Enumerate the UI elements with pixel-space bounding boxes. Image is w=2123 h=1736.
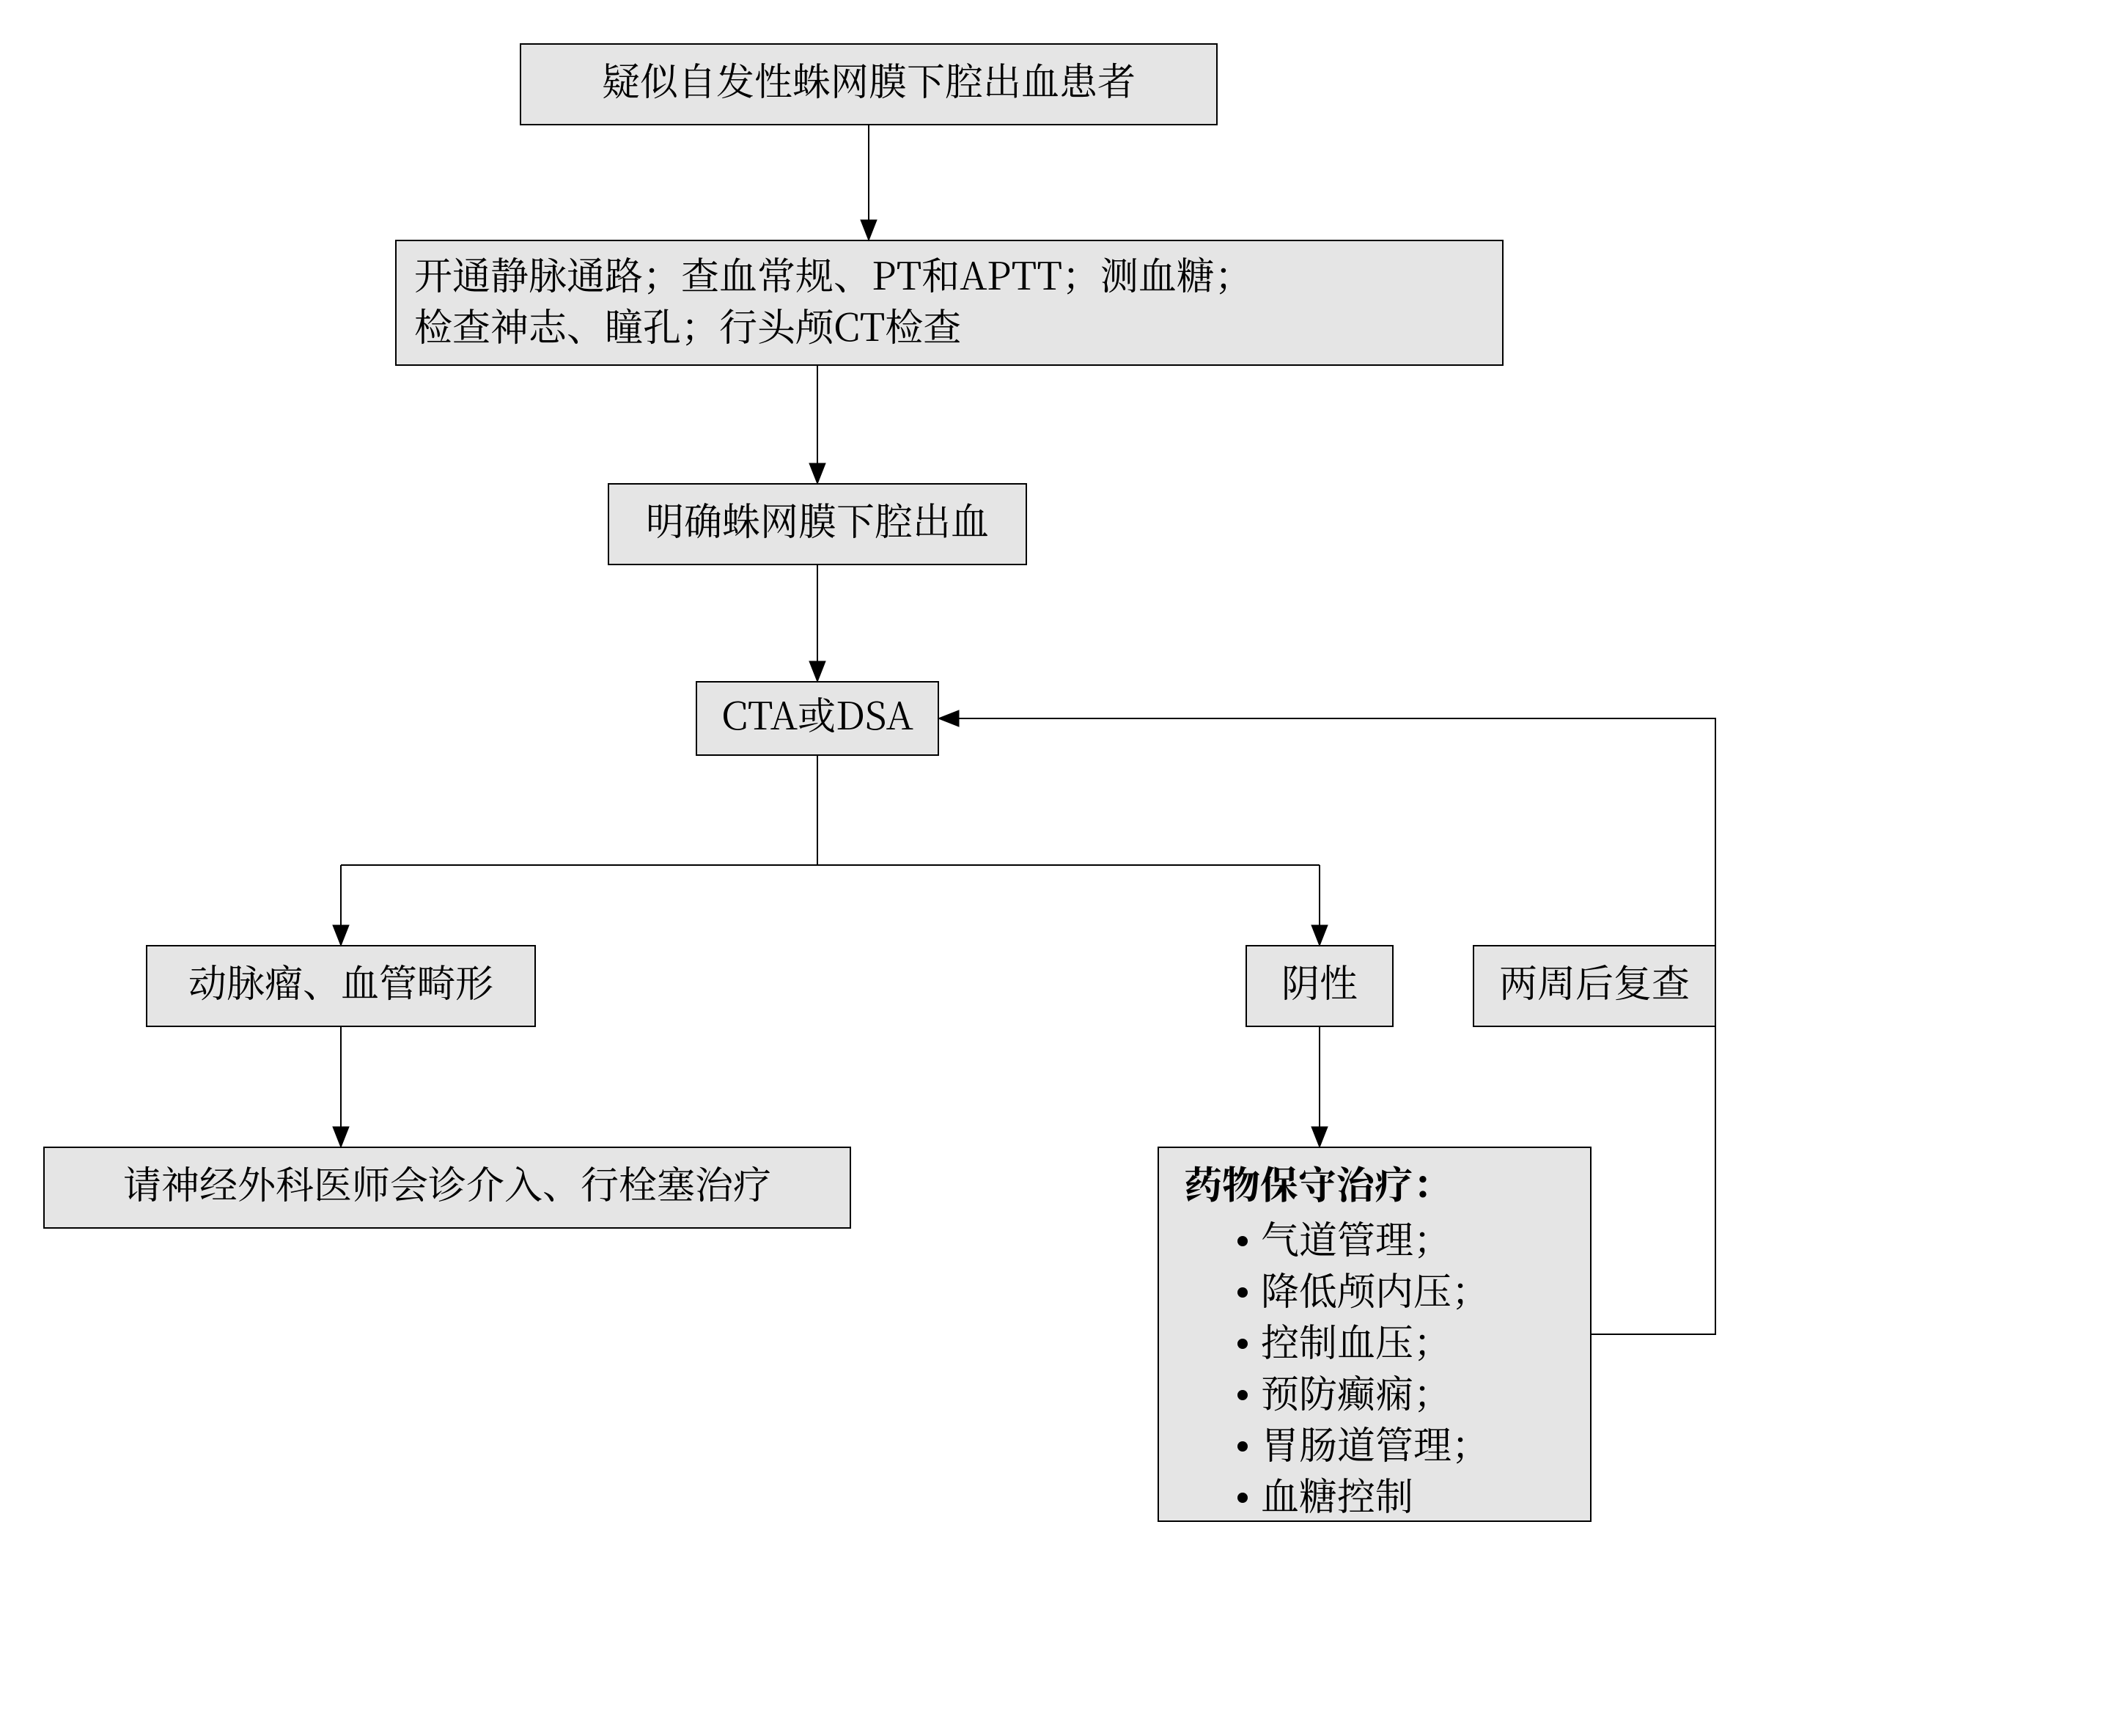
bullet-row: 胃肠道管理；: [1237, 1415, 1490, 1470]
edge-n2-n3: [809, 365, 825, 484]
bullet-text: 控制血压；: [1261, 1312, 1451, 1367]
bullet-dot: [1237, 1339, 1248, 1349]
node-text: CTA或DSA: [721, 685, 913, 740]
edge-n3-n4: [809, 564, 825, 682]
node-text: 请神经外科医师会诊介入、行栓塞治疗: [123, 1155, 771, 1210]
node-text: 疑似自发性蛛网膜下腔出血患者: [602, 51, 1136, 106]
node-recheck-2weeks: 两周后复查: [1473, 946, 1715, 1026]
edge-to-aneurysm: [333, 865, 349, 946]
bullet-row: 预防癫痫；: [1237, 1364, 1451, 1419]
node-text: 明确蛛网膜下腔出血: [646, 491, 989, 546]
node-cta-dsa: CTA或DSA: [696, 682, 938, 755]
node-neurosurgery-embolization: 请神经外科医师会诊介入、行栓塞治疗: [44, 1147, 850, 1228]
edge-aneurysm-to-neurosurg: [333, 1026, 349, 1147]
bullet-text: 预防癫痫；: [1261, 1364, 1451, 1419]
edge-to-negative: [1311, 865, 1328, 946]
node-text: 动脉瘤、血管畸形: [188, 953, 493, 1008]
bullet-row: 血糖控制: [1237, 1466, 1413, 1521]
bullet-dot: [1237, 1390, 1248, 1400]
node-suspected-sah: 疑似自发性蛛网膜下腔出血患者: [520, 44, 1217, 125]
bullet-text: 降低颅内压；: [1261, 1261, 1490, 1316]
bullet-row: 气道管理；: [1237, 1210, 1451, 1265]
node-text-line1: 开通静脉通路；查血常规、PT和APTT；测血糖；: [414, 246, 1253, 301]
node-aneurysm-avm: 动脉瘤、血管畸形: [147, 946, 535, 1026]
node-text: 两周后复查: [1499, 953, 1690, 1008]
bullet-text: 胃肠道管理；: [1261, 1415, 1490, 1470]
edge-n1-n2: [861, 125, 877, 240]
node-title: 药物保守治疗：: [1184, 1155, 1451, 1210]
bullet-dot: [1237, 1236, 1248, 1246]
edge-negative-to-conservative: [1311, 1026, 1328, 1147]
node-text-line2: 检查神志、瞳孔；行头颅CT检查: [414, 297, 961, 352]
bullet-row: 控制血压；: [1237, 1312, 1451, 1367]
node-initial-workup: 开通静脉通路；查血常规、PT和APTT；测血糖； 检查神志、瞳孔；行头颅CT检查: [396, 240, 1503, 365]
bullet-row: 降低颅内压；: [1237, 1261, 1490, 1316]
node-negative: 阴性: [1246, 946, 1393, 1026]
bullet-dot: [1237, 1493, 1248, 1503]
bullet-dot: [1237, 1441, 1248, 1452]
bullet-dot: [1237, 1287, 1248, 1298]
sah-flowchart: 疑似自发性蛛网膜下腔出血患者 开通静脉通路；查血常规、PT和APTT；测血糖； …: [0, 0, 2123, 1736]
bullet-text: 血糖控制: [1261, 1466, 1413, 1521]
node-text: 阴性: [1281, 953, 1358, 1008]
node-conservative-treatment: 药物保守治疗： 气道管理； 降低颅内压； 控制血压； 预防癫痫； 胃肠道管理； …: [1158, 1147, 1591, 1521]
bullet-text: 气道管理；: [1261, 1210, 1451, 1265]
node-confirmed-sah: 明确蛛网膜下腔出血: [608, 484, 1026, 564]
